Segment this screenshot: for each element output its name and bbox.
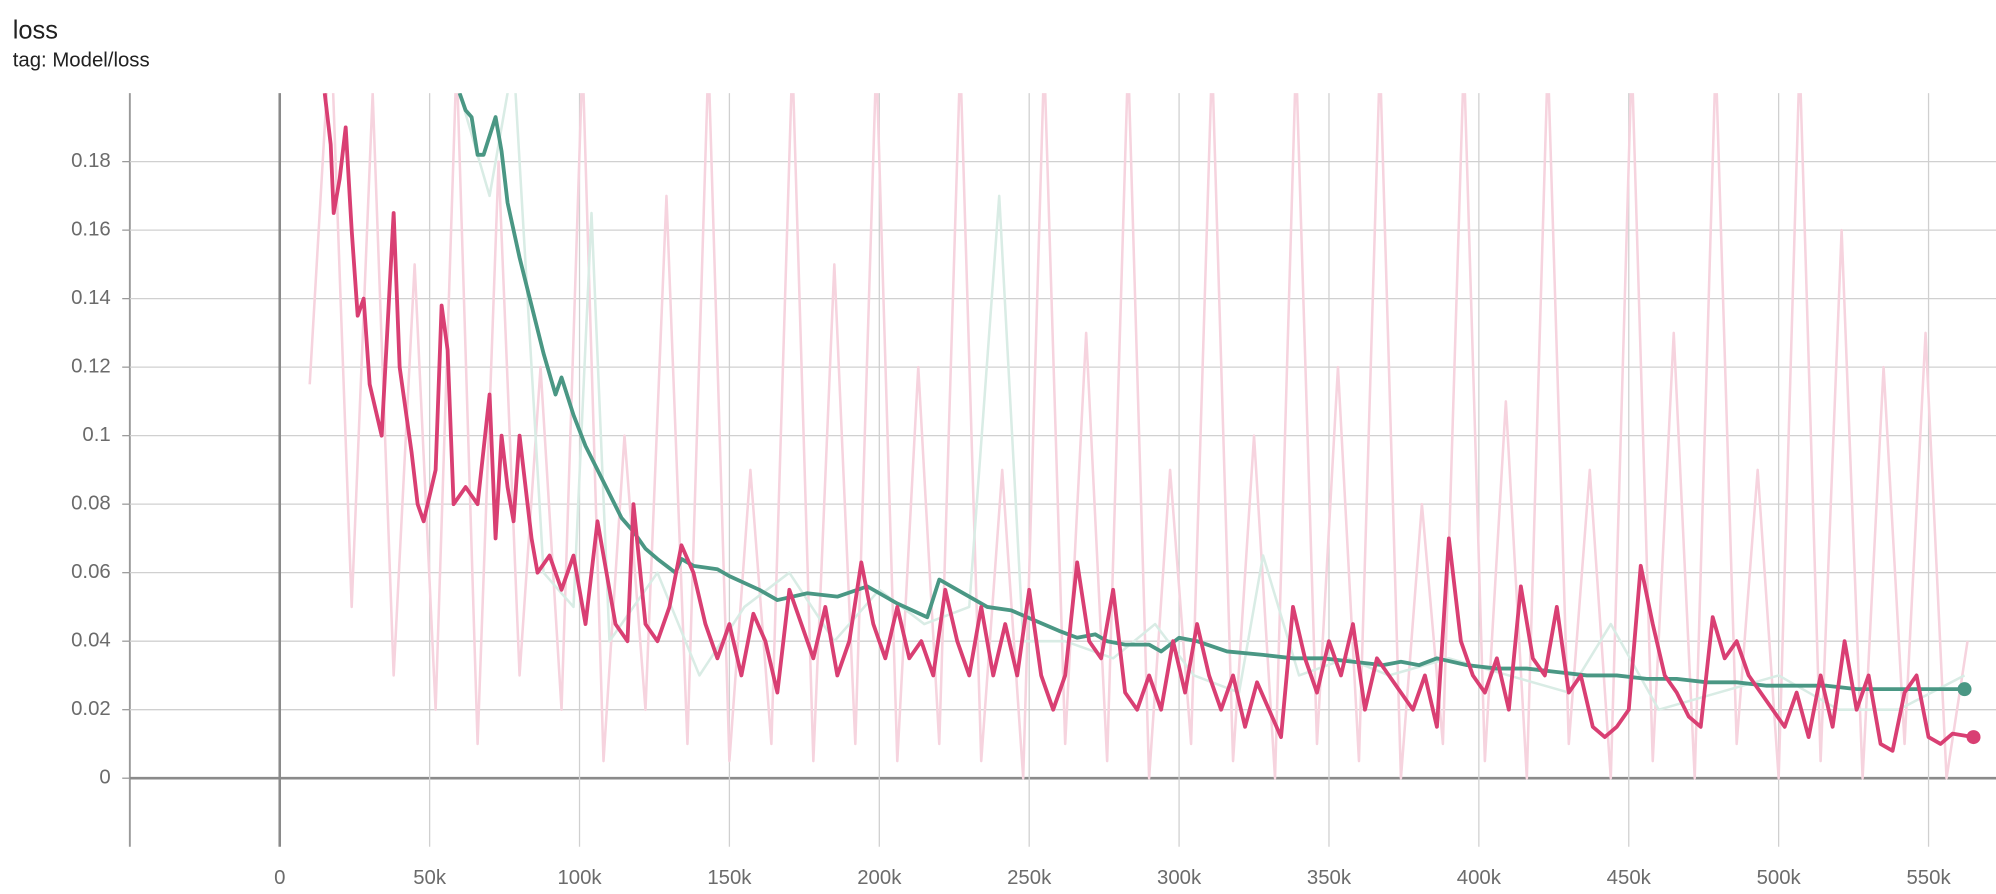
y-tick-label: 0 (99, 767, 110, 789)
last-point (1957, 682, 1972, 697)
x-tick-label: 50k (413, 867, 447, 889)
y-tick-label: 0.14 (71, 287, 111, 309)
y-tick-label: 0.08 (71, 493, 111, 515)
grid (122, 93, 1996, 847)
y-tick-label: 0.02 (71, 698, 111, 720)
y-tick-label: 0.12 (71, 356, 111, 378)
x-tick-label: 450k (1607, 867, 1652, 889)
x-tick-label: 150k (707, 867, 752, 889)
last-point (1966, 730, 1981, 745)
x-tick-label: 350k (1307, 867, 1352, 889)
y-tick-label: 0.16 (71, 219, 111, 241)
series-line (457, 93, 1965, 692)
y-tick-label: 0.18 (71, 150, 111, 172)
x-tick-label: 300k (1157, 867, 1202, 889)
plot-area (308, 93, 1981, 780)
x-tick-label: 100k (557, 867, 602, 889)
x-tick-label: 0 (274, 867, 285, 889)
y-tick-label: 0.04 (71, 630, 111, 652)
y-tick-label: 0.1 (82, 424, 110, 446)
x-tick-label: 200k (857, 867, 902, 889)
x-tick-label: 500k (1757, 867, 1802, 889)
series-line (308, 93, 1969, 780)
x-tick-label: 550k (1906, 867, 1951, 889)
y-tick-label: 0.06 (71, 561, 111, 583)
x-tick-label: 250k (1007, 867, 1052, 889)
axis-labels: 0 0.02 0.04 0.06 0.08 0.1 0.12 0.14 0.16 0.18 0 50k… (71, 150, 1951, 889)
series-line (322, 93, 1974, 753)
chart-subtitle: tag: Model/loss (13, 49, 150, 71)
chart-title: loss (13, 16, 58, 44)
series-line (458, 93, 1966, 711)
x-tick-label: 400k (1457, 867, 1502, 889)
